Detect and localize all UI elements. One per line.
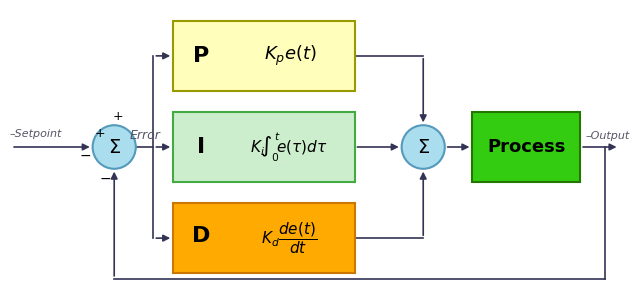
Text: $\Sigma$: $\Sigma$ bbox=[417, 138, 429, 156]
Ellipse shape bbox=[93, 125, 136, 169]
Text: $K_p e(t)$: $K_p e(t)$ bbox=[264, 44, 317, 68]
Text: $\mathbf{P}$: $\mathbf{P}$ bbox=[192, 46, 209, 66]
Text: $\mathbf{D}$: $\mathbf{D}$ bbox=[191, 226, 210, 246]
Text: $K_i\!\int_0^{t}\!e(\tau)d\tau$: $K_i\!\int_0^{t}\!e(\tau)d\tau$ bbox=[250, 130, 328, 164]
Text: –Setpoint: –Setpoint bbox=[9, 129, 61, 139]
Ellipse shape bbox=[402, 125, 445, 169]
Text: $-$: $-$ bbox=[99, 171, 111, 185]
Text: –Output: –Output bbox=[585, 131, 629, 141]
Text: +: + bbox=[95, 127, 105, 140]
Text: Process: Process bbox=[487, 138, 565, 156]
Bar bbox=[173, 112, 355, 182]
Text: Error: Error bbox=[129, 129, 160, 142]
Text: $K_d\dfrac{de(t)}{dt}$: $K_d\dfrac{de(t)}{dt}$ bbox=[260, 220, 317, 256]
Bar bbox=[173, 21, 355, 91]
Text: $-$: $-$ bbox=[79, 148, 91, 162]
Text: $\Sigma$: $\Sigma$ bbox=[108, 138, 121, 156]
Text: $\mathbf{I}$: $\mathbf{I}$ bbox=[196, 137, 205, 157]
Bar bbox=[173, 203, 355, 273]
Bar bbox=[472, 112, 580, 182]
Text: +: + bbox=[113, 110, 124, 123]
